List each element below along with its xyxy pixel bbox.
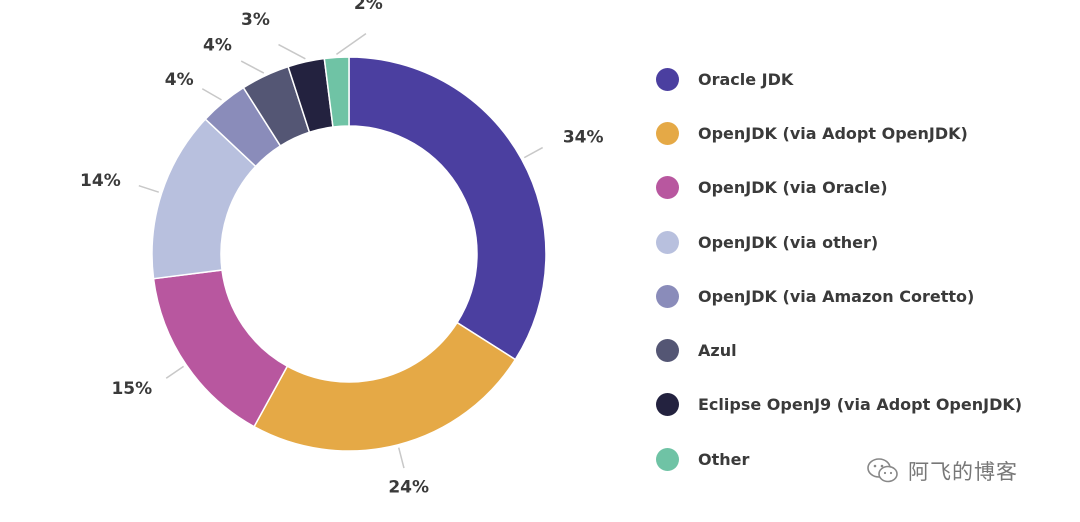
legend-item: Azul [656, 323, 1066, 377]
legend-label: OpenJDK (via other) [698, 232, 879, 252]
leader-line-2 [165, 365, 185, 379]
legend-item: Other [656, 432, 1066, 486]
legend-swatch [656, 121, 679, 145]
legend-item: OpenJDK (via other) [656, 215, 1066, 269]
legend-item: Eclipse OpenJ9 (via Adopt OpenJDK) [656, 378, 1066, 432]
slice-label-1: 24% [388, 477, 429, 497]
slice-7 [323, 56, 350, 128]
legend-item: Oracle JDK [656, 52, 1066, 106]
slice-label-2: 15% [111, 379, 152, 399]
legend-label: Oracle JDK [698, 69, 794, 89]
slice-label-7: 2% [354, 0, 383, 14]
legend-swatch [656, 176, 679, 200]
legend-swatch [656, 339, 679, 363]
watermark-text: 阿飞的博客 [908, 460, 1018, 484]
legend-label: Eclipse OpenJ9 (via Adopt OpenJDK) [698, 395, 1023, 415]
slice-label-5: 4% [203, 35, 232, 55]
legend-item: OpenJDK (via Adopt OpenJDK) [656, 106, 1066, 160]
slice-label-4: 4% [165, 70, 194, 90]
leader-line-4 [201, 88, 222, 101]
legend-swatch [656, 393, 679, 417]
legend-item: OpenJDK (via Amazon Coretto) [656, 269, 1066, 323]
leader-line-1 [398, 447, 405, 469]
leader-line-6 [278, 43, 306, 60]
leader-line-5 [240, 60, 265, 74]
leader-line-0 [523, 146, 544, 159]
slice-0 [348, 56, 547, 361]
chart-legend: Oracle JDK OpenJDK (via Adopt OpenJDK) Ope… [656, 52, 1066, 486]
legend-swatch [656, 284, 679, 308]
watermark: 阿飞的博客 [866, 456, 1018, 486]
legend-label: OpenJDK (via Oracle) [698, 178, 888, 198]
legend-label: OpenJDK (via Amazon Coretto) [698, 286, 975, 306]
legend-label: Other [698, 449, 750, 469]
legend-label: Azul [698, 341, 737, 361]
legend-item: OpenJDK (via Oracle) [656, 161, 1066, 215]
slice-2 [152, 269, 289, 428]
slice-label-3: 14% [80, 171, 121, 191]
wechat-icon [867, 458, 898, 483]
legend-label: OpenJDK (via Adopt OpenJDK) [698, 123, 968, 143]
legend-swatch [656, 230, 679, 254]
leader-line-3 [138, 184, 160, 193]
legend-swatch [656, 447, 679, 471]
slice-label-6: 3% [241, 10, 270, 30]
leader-line-7 [336, 33, 367, 56]
legend-swatch [656, 67, 679, 91]
slice-1 [253, 321, 517, 452]
slice-label-0: 34% [563, 127, 604, 147]
